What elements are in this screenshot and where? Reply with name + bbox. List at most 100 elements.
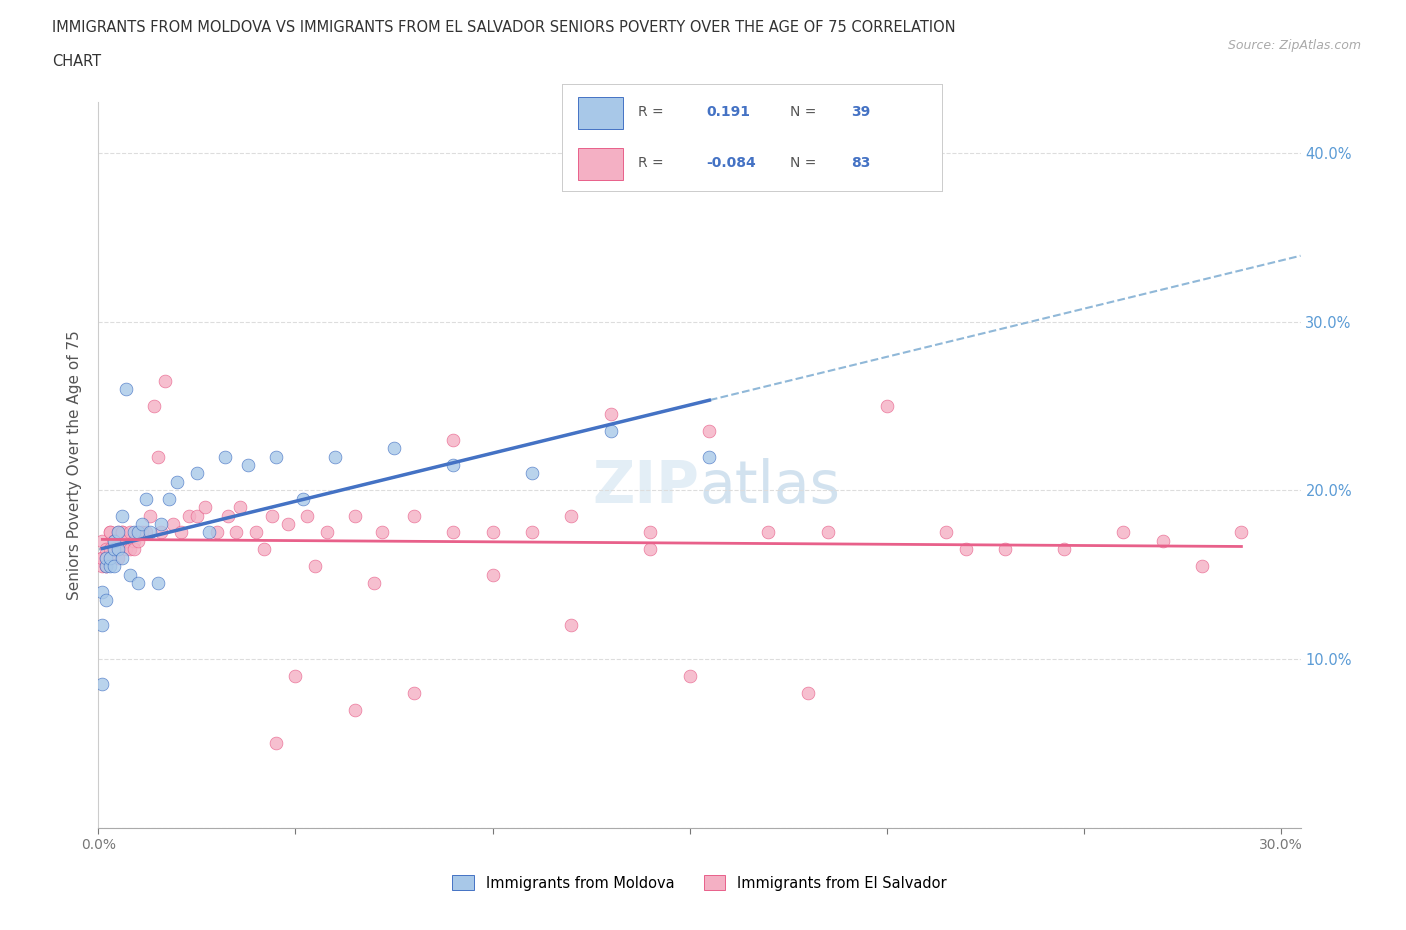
Point (343, 508, 366, 523)
Point (155, 373, 177, 388)
Point (1152, 534, 1174, 549)
Text: CHART: CHART (52, 54, 101, 69)
Point (218, 508, 240, 523)
Point (205, 525, 228, 540)
Point (111, 508, 134, 523)
Point (98, 542, 121, 557)
Point (111, 551, 134, 565)
Point (96, 559, 118, 574)
Point (797, 685, 820, 700)
Point (122, 525, 145, 540)
Point (955, 542, 977, 557)
Point (91, 559, 114, 574)
Point (138, 525, 160, 540)
Point (1191, 559, 1213, 574)
Text: R =: R = (638, 156, 668, 170)
Point (599, 424, 621, 439)
Point (118, 542, 141, 557)
Point (758, 525, 780, 540)
Point (107, 542, 129, 557)
FancyBboxPatch shape (578, 97, 623, 128)
Point (96, 559, 118, 574)
Point (441, 432, 464, 447)
Point (245, 525, 267, 540)
Point (699, 449, 721, 464)
Point (177, 508, 200, 523)
Text: 39: 39 (851, 104, 870, 118)
Text: atlas: atlas (700, 458, 841, 515)
FancyBboxPatch shape (578, 148, 623, 180)
Point (599, 407, 621, 422)
Point (127, 576, 149, 591)
Point (96, 551, 118, 565)
Point (118, 567, 141, 582)
Point (481, 567, 503, 582)
Point (111, 525, 134, 540)
Point (343, 702, 366, 717)
Point (138, 508, 160, 523)
Point (107, 525, 129, 540)
Point (98, 559, 121, 574)
Point (402, 508, 425, 523)
Point (186, 508, 208, 523)
Point (135, 491, 157, 506)
Point (115, 534, 138, 549)
Point (150, 516, 173, 531)
Point (91, 618, 114, 632)
Point (91, 534, 114, 549)
Point (304, 559, 326, 574)
Point (382, 441, 405, 456)
Point (98, 551, 121, 565)
Point (560, 508, 582, 523)
Point (699, 424, 721, 439)
Text: 0.191: 0.191 (707, 104, 751, 118)
Point (166, 474, 188, 489)
Point (122, 542, 145, 557)
Text: IMMIGRANTS FROM MOLDOVA VS IMMIGRANTS FROM EL SALVADOR SENIORS POVERTY OVER THE : IMMIGRANTS FROM MOLDOVA VS IMMIGRANTS FR… (52, 20, 956, 35)
Text: 83: 83 (851, 156, 870, 170)
Point (323, 449, 346, 464)
Point (264, 736, 287, 751)
Text: Source: ZipAtlas.com: Source: ZipAtlas.com (1227, 39, 1361, 52)
Point (1230, 525, 1253, 540)
Point (96, 542, 118, 557)
Point (371, 525, 394, 540)
Point (1053, 542, 1076, 557)
Point (107, 525, 129, 540)
Point (197, 525, 219, 540)
Point (103, 542, 125, 557)
Point (876, 399, 898, 414)
Point (96, 559, 118, 574)
Point (560, 618, 582, 632)
Point (118, 525, 141, 540)
Point (103, 534, 125, 549)
Point (253, 542, 276, 557)
Text: R =: R = (638, 104, 668, 118)
Point (96, 592, 118, 607)
Point (115, 534, 138, 549)
Point (131, 525, 153, 540)
Point (91, 551, 114, 565)
Point (127, 525, 149, 540)
Point (277, 516, 299, 531)
Y-axis label: Seniors Poverty Over the Age of 75: Seniors Poverty Over the Age of 75 (67, 330, 83, 600)
Point (91, 677, 114, 692)
Legend: Immigrants from Moldova, Immigrants from El Salvador: Immigrants from Moldova, Immigrants from… (446, 870, 953, 897)
Point (98, 525, 121, 540)
Point (91, 551, 114, 565)
Point (441, 458, 464, 472)
Point (115, 542, 138, 557)
Point (1112, 525, 1135, 540)
Point (146, 449, 169, 464)
Point (481, 525, 503, 540)
Text: -0.084: -0.084 (707, 156, 756, 170)
Point (316, 525, 339, 540)
Point (98, 525, 121, 540)
Point (994, 542, 1017, 557)
Point (638, 525, 661, 540)
Point (214, 449, 236, 464)
Point (103, 542, 125, 557)
Point (107, 542, 129, 557)
Point (225, 525, 247, 540)
Point (935, 525, 957, 540)
